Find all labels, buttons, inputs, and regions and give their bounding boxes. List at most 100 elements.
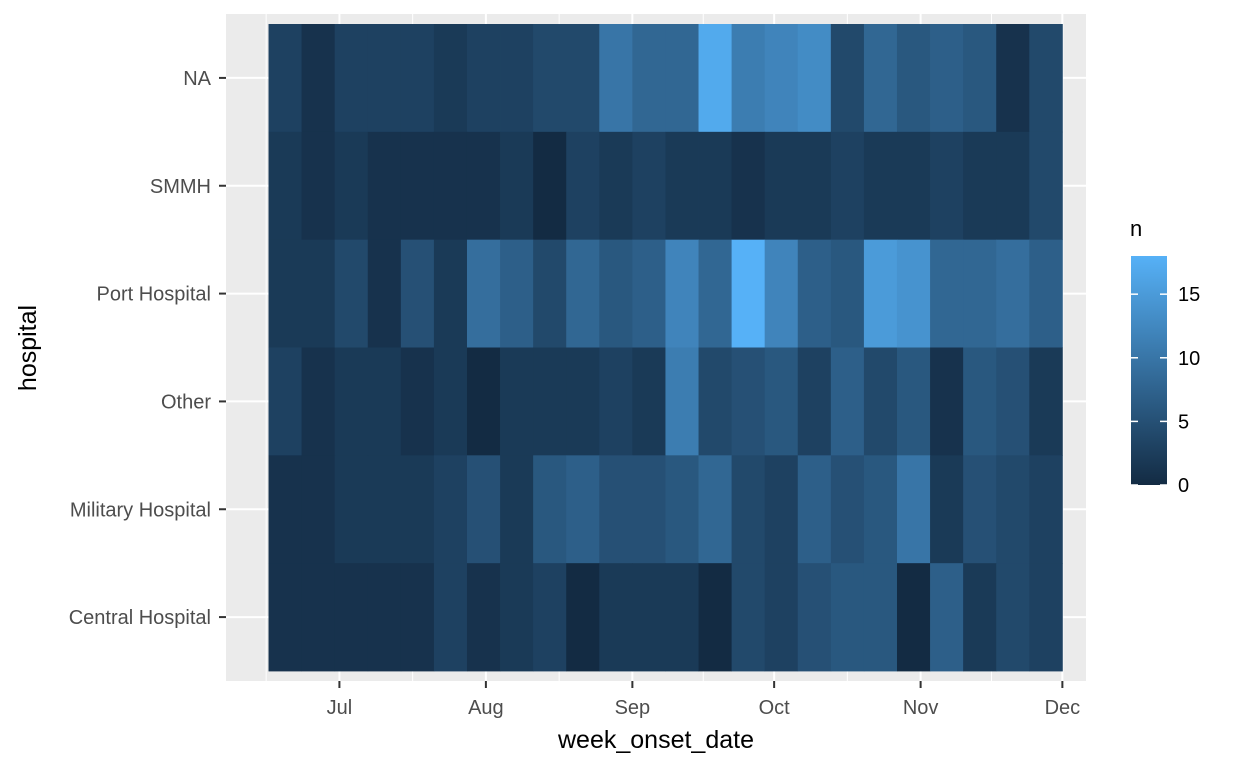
heatmap-tile	[500, 563, 534, 672]
x-axis-title: week_onset_date	[557, 726, 754, 754]
heatmap-tile	[698, 24, 733, 133]
heatmap-tile	[764, 563, 799, 672]
heatmap-tile	[466, 131, 501, 241]
heatmap-tile	[731, 455, 766, 564]
legend-colorbar	[1131, 256, 1167, 485]
heatmap-tile	[466, 24, 501, 133]
heatmap-tile	[963, 24, 997, 133]
heatmap-tile	[334, 347, 369, 456]
heatmap-tile	[1029, 131, 1063, 241]
y-tick-label: Military Hospital	[70, 499, 211, 521]
heatmap-tile	[896, 455, 931, 564]
heatmap-tile	[963, 131, 997, 241]
heatmap-tile	[930, 455, 964, 564]
heatmap-tile	[367, 24, 402, 133]
legend-title: n	[1130, 216, 1142, 241]
heatmap-tile	[830, 563, 865, 672]
heatmap-tile	[665, 24, 699, 133]
heatmap-tile	[466, 455, 501, 564]
heatmap-tile	[367, 563, 402, 672]
heatmap-tile	[665, 563, 699, 672]
y-tick-label: Central Hospital	[69, 607, 211, 629]
heatmap-tile	[400, 24, 435, 133]
heatmap-tile	[1029, 239, 1063, 348]
heatmap-tile	[1029, 24, 1063, 133]
heatmap-tile	[334, 455, 369, 564]
heatmap-tile	[797, 347, 832, 456]
heatmap-tile	[500, 131, 534, 241]
heatmap-tile	[698, 131, 733, 241]
heatmap-tile	[599, 347, 633, 456]
heatmap-tile	[599, 131, 633, 241]
heatmap-tile	[268, 455, 303, 564]
heatmap-tile	[930, 239, 964, 348]
heatmap-tile	[896, 563, 931, 672]
heatmap-tile	[896, 24, 931, 133]
heatmap-tile	[863, 131, 898, 241]
heatmap-tile	[334, 563, 369, 672]
heatmap-tile	[433, 239, 468, 348]
heatmap-tile	[301, 455, 336, 564]
heatmap-tile	[797, 239, 832, 348]
heatmap-tile	[367, 347, 402, 456]
heatmap-tile	[599, 455, 633, 564]
heatmap-tile	[731, 131, 766, 241]
heatmap-tile	[996, 455, 1030, 564]
x-tick-label: Sep	[615, 697, 651, 719]
heatmap-tile	[996, 347, 1030, 456]
heatmap-tile	[433, 131, 468, 241]
legend-tick-label: 10	[1178, 348, 1200, 370]
heatmap-tile	[764, 347, 799, 456]
heatmap-tile	[731, 239, 766, 348]
heatmap-tile	[996, 239, 1030, 348]
heatmap-tile	[334, 239, 369, 348]
heatmap-tile	[433, 24, 468, 133]
heatmap-tile	[566, 24, 600, 133]
heatmap-tile	[830, 239, 865, 348]
heatmap-tile	[632, 455, 666, 564]
heatmap-tile	[698, 455, 733, 564]
legend-tick-label: 5	[1178, 411, 1189, 433]
heatmap-tile	[830, 131, 865, 241]
heatmap-tile	[764, 239, 799, 348]
heatmap-tile	[367, 455, 402, 564]
heatmap-tile	[963, 455, 997, 564]
heatmap-tile	[698, 347, 733, 456]
y-tick-label: SMMH	[150, 176, 211, 198]
heatmap-tile	[665, 131, 699, 241]
heatmap-tile	[268, 563, 303, 672]
axes: Jul Aug Sep Oct Nov Dec NA SMMH Port Hospital Oth…	[69, 68, 1080, 719]
heatmap-tile	[764, 131, 799, 241]
heatmap-tile	[500, 455, 534, 564]
heatmap-tile	[830, 347, 865, 456]
heatmap-tile	[996, 24, 1030, 133]
heatmap-tile	[863, 563, 898, 672]
heatmap-tile	[797, 455, 832, 564]
heatmap-tile	[797, 131, 832, 241]
heatmap-tile	[896, 239, 931, 348]
heatmap-tile	[863, 347, 898, 456]
heatmap-tile	[466, 563, 501, 672]
heatmap-tile	[632, 563, 666, 672]
heatmap-tile	[400, 347, 435, 456]
y-tick-label: Other	[161, 391, 211, 413]
heatmap-tile	[632, 347, 666, 456]
x-tick-label: Dec	[1045, 697, 1081, 719]
heatmap-tile	[698, 563, 733, 672]
heatmap-tile	[400, 563, 435, 672]
y-tick-label: Port Hospital	[97, 284, 212, 306]
heatmap-tile	[632, 131, 666, 241]
heatmap-tile	[301, 239, 336, 348]
heatmap-tile	[896, 347, 931, 456]
heatmap-tile	[433, 455, 468, 564]
heatmap-tile	[301, 347, 336, 456]
heatmap-tiles	[268, 24, 1063, 672]
heatmap-tile	[764, 24, 799, 133]
heatmap-tile	[268, 24, 303, 133]
heatmap-tile	[566, 563, 600, 672]
heatmap-tile	[599, 239, 633, 348]
heatmap-tile	[632, 239, 666, 348]
heatmap-tile	[963, 239, 997, 348]
heatmap-tile	[566, 131, 600, 241]
heatmap-tile	[863, 24, 898, 133]
